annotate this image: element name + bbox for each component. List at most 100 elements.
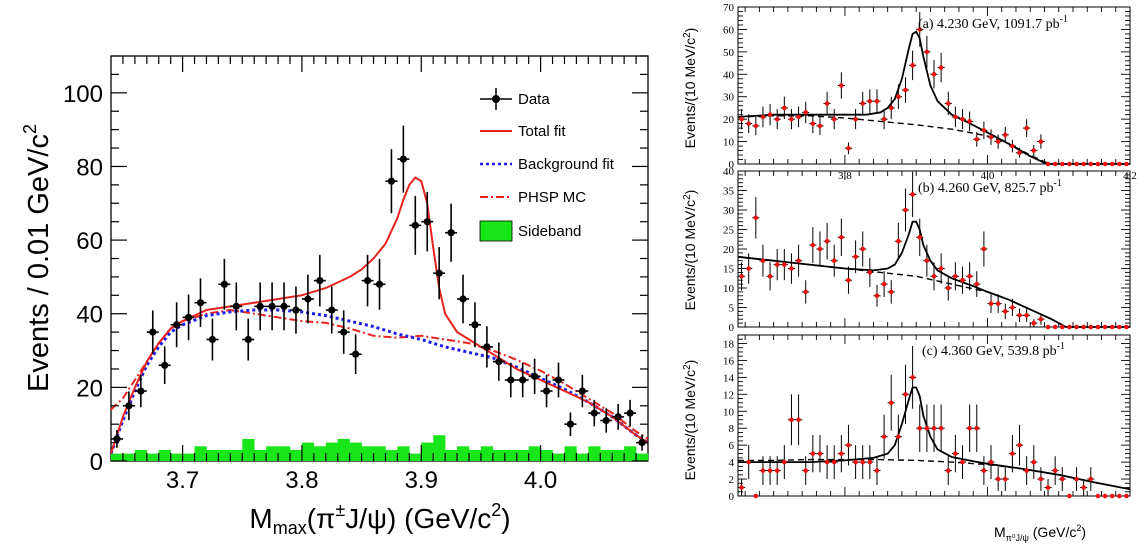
data-point	[1080, 479, 1088, 496]
sideband-bar	[504, 450, 517, 461]
data-point	[170, 302, 183, 348]
data-point	[1115, 324, 1123, 330]
background-curve	[738, 458, 1131, 490]
y-tick-label: 16	[723, 355, 735, 367]
data-point	[994, 294, 1002, 313]
data-marker	[554, 376, 563, 384]
data-point	[1001, 467, 1009, 491]
data-marker	[753, 215, 759, 221]
data-point	[1058, 324, 1066, 330]
data-marker	[1081, 485, 1086, 490]
data-marker	[753, 123, 759, 129]
data-point	[1051, 161, 1059, 167]
data-point	[1108, 493, 1116, 499]
data-point	[745, 253, 753, 284]
data-marker	[988, 301, 994, 306]
data-point	[385, 149, 398, 214]
sideband-bar	[254, 450, 267, 461]
data-marker	[995, 139, 1001, 144]
data-marker	[938, 425, 944, 431]
data-marker	[1052, 468, 1058, 473]
data-marker	[1024, 468, 1029, 473]
curve-total-fit	[110, 176, 649, 454]
data-marker	[824, 238, 830, 244]
data-point	[752, 116, 760, 136]
data-marker	[1074, 161, 1079, 167]
data-point	[923, 244, 931, 277]
sideband-bar	[397, 446, 410, 461]
data-point	[759, 456, 767, 485]
data-point	[830, 445, 838, 480]
data-marker	[867, 270, 873, 275]
data-point	[1122, 161, 1130, 167]
data-point	[266, 282, 279, 331]
data-marker	[113, 435, 121, 443]
legend-entry-total-fit: Total fit	[480, 123, 566, 140]
data-marker	[945, 285, 951, 291]
data-point	[528, 358, 541, 394]
sideband-bar	[170, 453, 183, 461]
data-point	[290, 286, 302, 334]
data-marker	[519, 376, 527, 384]
x-tick-label: 4.0	[524, 467, 557, 494]
data-point	[951, 106, 959, 128]
data-marker	[739, 485, 744, 490]
data-marker	[867, 459, 873, 465]
sideband-bar	[445, 450, 458, 461]
data-marker	[1052, 161, 1058, 167]
data-marker	[471, 321, 479, 329]
data-point	[1044, 161, 1052, 167]
data-marker	[803, 289, 809, 295]
data-point	[540, 374, 553, 408]
data-marker	[760, 114, 766, 120]
data-point	[901, 188, 910, 232]
sideband-histogram	[111, 435, 649, 461]
data-point	[1030, 145, 1038, 156]
left-plot-frame	[110, 55, 649, 462]
sideband-bar	[218, 450, 231, 461]
data-point	[1101, 324, 1109, 330]
data-marker	[896, 238, 901, 244]
data-marker	[244, 335, 252, 344]
sideband-bar	[301, 442, 315, 461]
data-marker	[803, 110, 809, 115]
data-point	[916, 12, 924, 47]
data-point	[111, 430, 123, 448]
data-point	[766, 262, 774, 291]
y-tick-label: 20	[723, 114, 735, 126]
data-point	[916, 404, 924, 452]
data-marker	[796, 258, 801, 264]
data-point	[909, 171, 917, 218]
left-axes: 3.7 3.8 3.9 4.0 0 20 40 60 80 100	[63, 55, 648, 494]
data-marker	[268, 302, 276, 310]
data-marker	[1095, 493, 1101, 499]
data-point	[1001, 126, 1009, 143]
data-marker	[960, 277, 965, 283]
y-tick-label: 35	[723, 186, 735, 198]
legend-label-total-fit: Total fit	[518, 123, 566, 140]
sideband-bar	[194, 446, 207, 461]
data-point	[1015, 147, 1024, 158]
data-point	[787, 394, 796, 446]
data-marker	[938, 65, 944, 70]
data-point	[944, 91, 952, 116]
data-point	[980, 121, 988, 140]
data-marker	[888, 289, 894, 295]
data-point	[987, 294, 995, 313]
data-point	[301, 274, 314, 324]
data-marker	[173, 321, 181, 329]
data-marker	[602, 416, 610, 425]
data-marker	[1038, 139, 1044, 144]
data-marker	[507, 376, 515, 384]
data-marker	[995, 476, 1001, 482]
sideband-bar	[266, 446, 279, 461]
data-point	[823, 91, 831, 116]
data-marker	[910, 63, 915, 68]
sideband-bar	[313, 446, 327, 461]
data-marker	[1067, 161, 1072, 167]
y-tick-label: 25	[723, 225, 735, 237]
data-point	[445, 203, 458, 262]
data-marker	[542, 387, 551, 395]
sideband-bar	[158, 450, 171, 461]
